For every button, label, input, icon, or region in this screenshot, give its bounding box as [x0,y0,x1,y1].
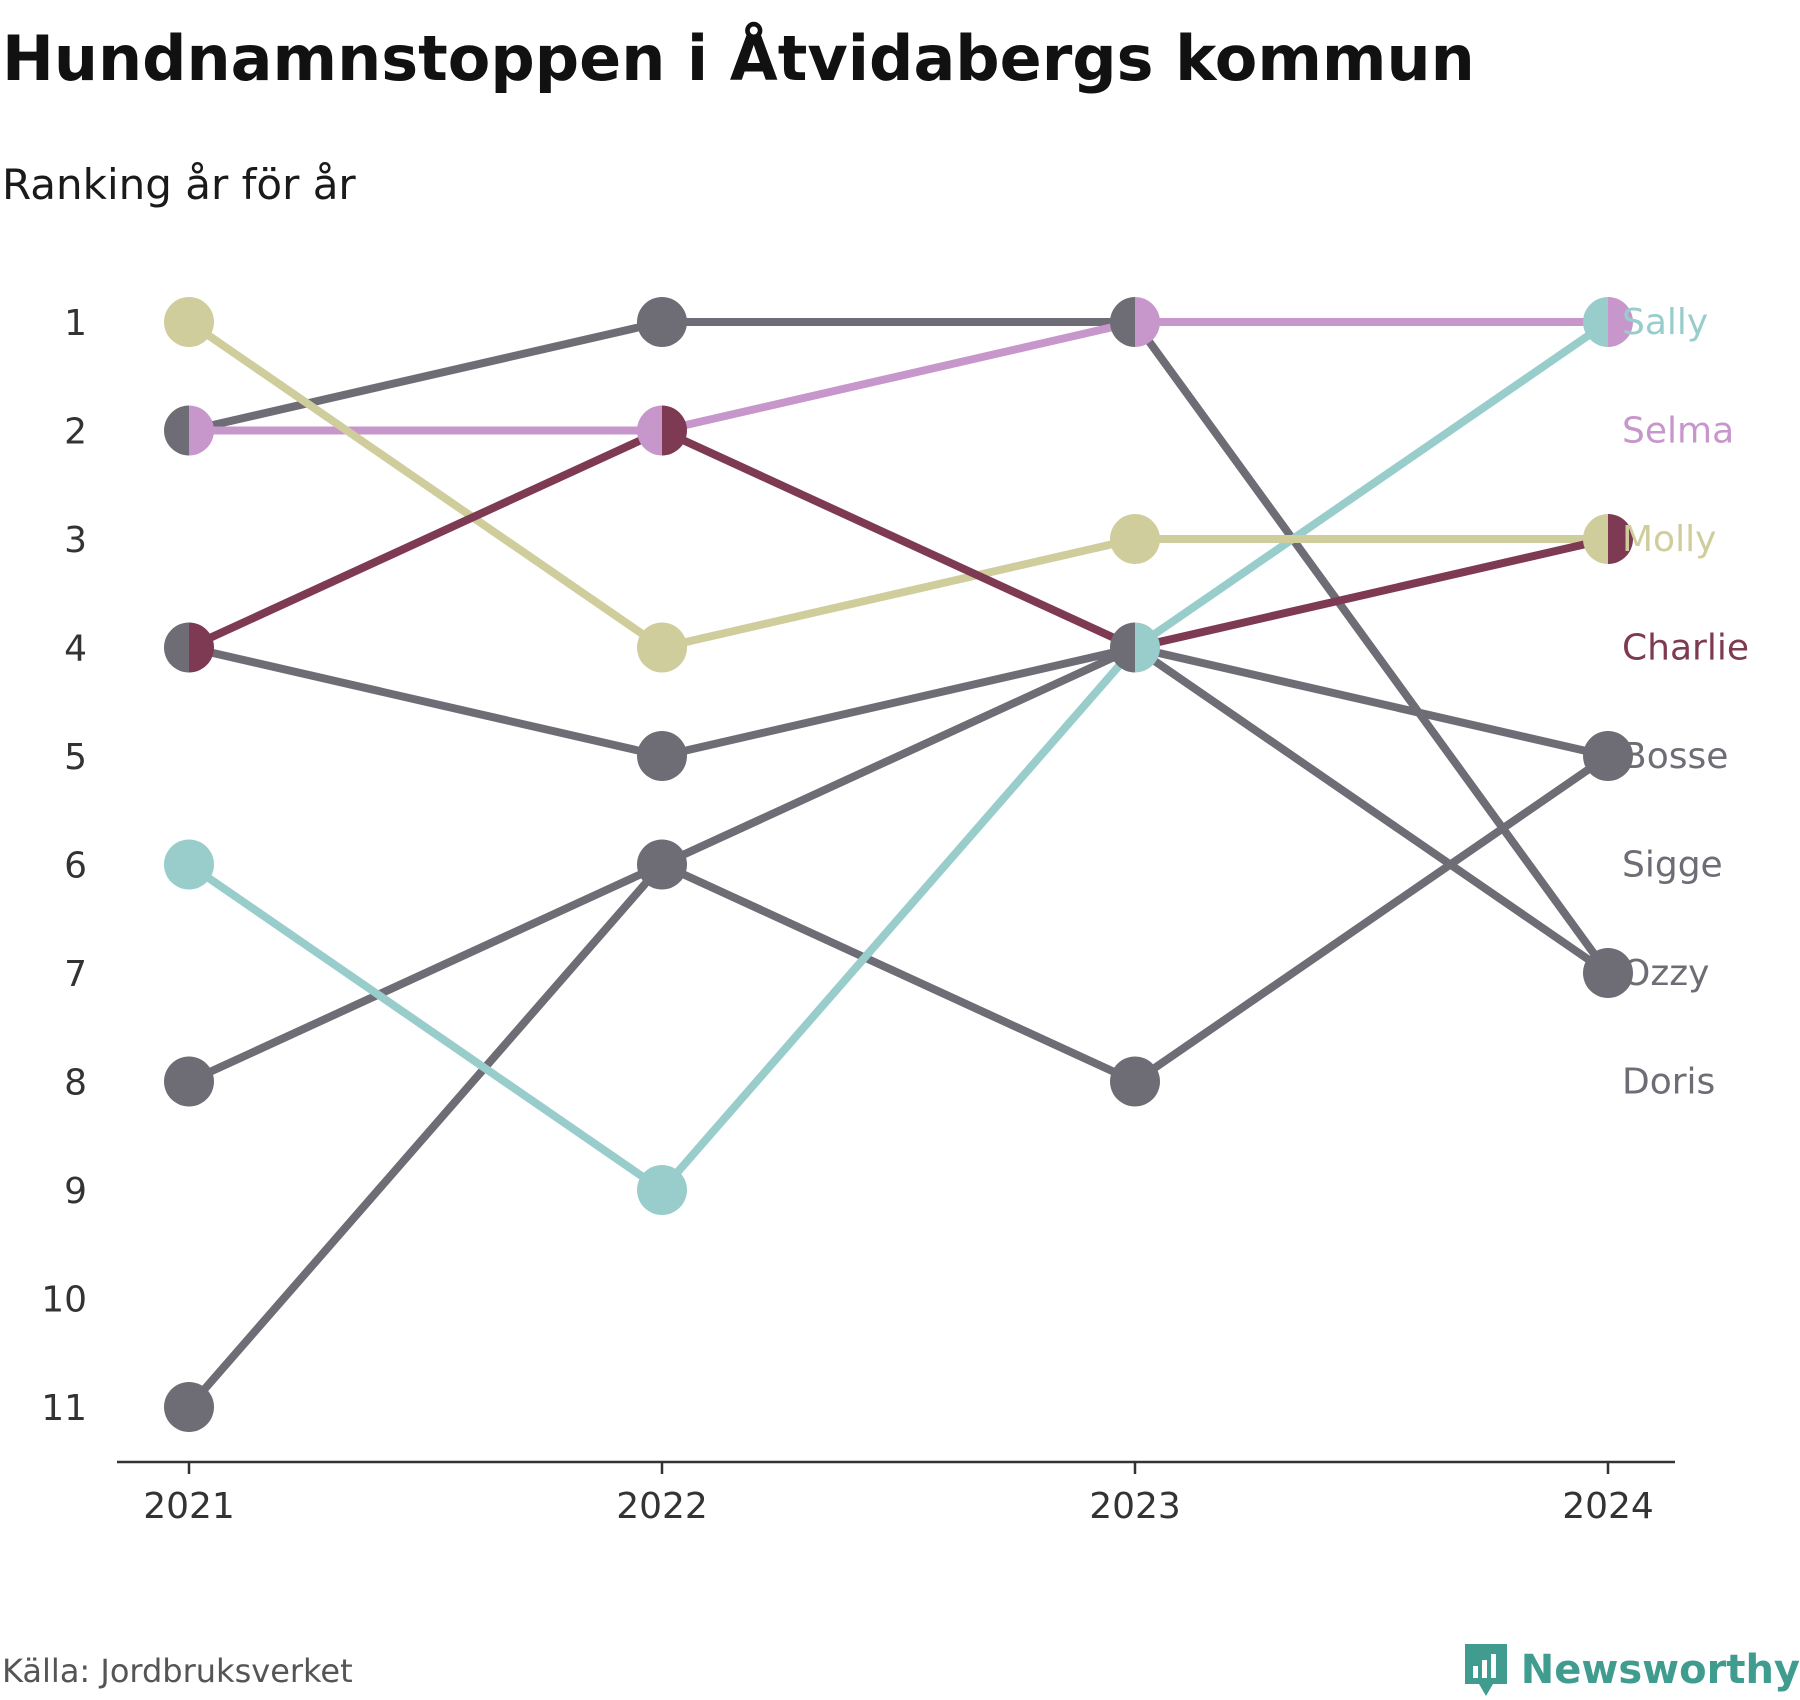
x-tick-label: 2022 [616,1486,708,1527]
point-bosse-2023 [1110,622,1135,673]
series-label-ozzy: Ozzy [1622,953,1709,994]
series-label-doris: Doris [1622,1062,1715,1103]
series-label-sigge: Sigge [1622,845,1723,886]
y-tick-label: 4 [64,629,87,670]
point-sally-2023 [1135,622,1160,673]
point-ozzy-2023 [1110,297,1135,347]
series-lines [185,318,1612,1410]
brand[interactable]: Newsworthy [1461,1640,1800,1700]
point-sigge-2021 [164,1056,214,1107]
point-ozzy-2022 [637,297,687,347]
series-line-sally [186,318,1611,1194]
series-label-charlie: Charlie [1622,628,1749,669]
y-tick-label: 5 [64,737,87,778]
point-molly-2023 [1110,514,1160,564]
y-tick-label: 6 [64,846,87,887]
y-tick-label: 3 [64,520,87,561]
x-tick-label: 2023 [1089,1486,1181,1527]
series-labels: Sally Selma Molly Charlie Bosse Sigge Ozzy Dori… [1622,302,1749,1103]
source-note: Källa: Jordbruksverket [2,1652,353,1690]
point-sigge-2022 [637,839,687,890]
point-molly-2022 [637,622,687,673]
point-selma-2022 [637,405,662,456]
series-label-molly: Molly [1622,519,1716,560]
chart-title: Hundnamnstoppen i Åtvidabergs kommun [2,22,1475,95]
x-axis: 2021 2022 2023 2024 [117,1460,1675,1527]
point-doris-2023 [1110,1056,1160,1107]
point-sally-2024 [1583,297,1608,347]
point-molly-2024 [1583,514,1608,564]
point-doris-2021 [164,1382,214,1432]
series-label-bosse: Bosse [1622,736,1728,777]
point-bosse-2022 [637,731,687,781]
chart-subtitle: Ranking år för år [2,160,356,209]
series-line-bosse [188,643,1609,760]
y-tick-label: 1 [64,303,87,344]
series-line-charlie [187,426,1609,652]
x-tick-label: 2024 [1562,1486,1654,1527]
point-selma-2021 [189,405,214,456]
x-tick-label: 2021 [143,1486,235,1527]
point-bosse-2024 [1583,731,1633,781]
y-tick-label: 8 [64,1063,87,1104]
series-label-sally: Sally [1622,302,1708,343]
point-selma-2023 [1135,297,1160,347]
y-tick-label: 10 [41,1280,87,1321]
point-sigge-2024 [1583,948,1633,998]
point-bosse-2021 [164,622,189,673]
series-line-molly [186,318,1608,652]
y-axis: 1 2 3 4 5 6 7 8 9 10 11 [41,303,87,1429]
y-tick-label: 11 [41,1388,87,1429]
point-charlie-2022 [662,405,687,456]
point-ozzy-2021 [164,405,189,456]
point-charlie-2021 [189,622,214,673]
point-sally-2022 [637,1165,687,1215]
y-tick-label: 2 [64,412,87,453]
series-line-doris [185,752,1611,1410]
point-molly-2021 [164,297,214,347]
series-label-selma: Selma [1622,411,1734,452]
series-line-ozzy [188,318,1612,976]
series-line-selma [189,318,1608,435]
newsworthy-logo-icon [1464,1644,1507,1696]
series-line-sigge [187,643,1611,1086]
y-tick-label: 9 [64,1171,87,1212]
series-points [164,297,1633,1432]
point-charlie-2024 [1608,514,1633,564]
point-selma-2024 [1608,297,1633,347]
y-tick-label: 7 [64,954,87,995]
point-sally-2021 [164,839,214,890]
brand-name: Newsworthy [1520,1647,1800,1693]
